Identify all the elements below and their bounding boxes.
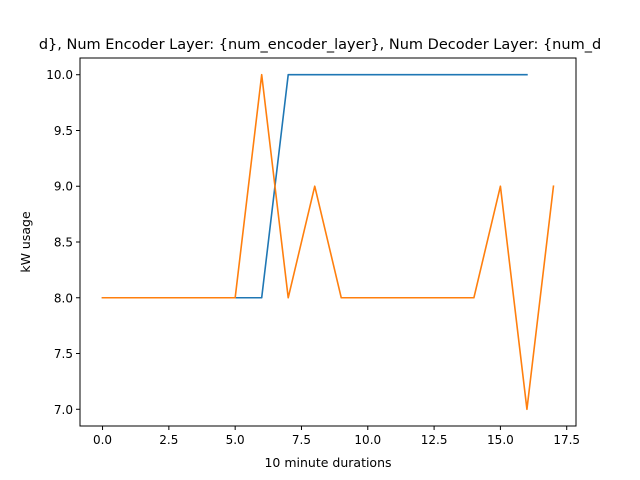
x-tick-label: 17.5 <box>553 433 580 447</box>
chart-title: d}, Num Encoder Layer: {num_encoder_laye… <box>39 37 601 53</box>
x-tick-label: 0.0 <box>93 433 112 447</box>
x-tick-label: 12.5 <box>421 433 448 447</box>
y-tick-label: 7.0 <box>54 403 73 417</box>
series-line-2 <box>101 73 555 411</box>
x-axis-label: 10 minute durations <box>264 455 391 470</box>
x-tick-label: 2.5 <box>159 433 178 447</box>
y-tick-label: 7.5 <box>54 347 73 361</box>
y-axis-label: kW usage <box>18 211 33 273</box>
x-axis-ticks: 0.0 2.5 5.0 7.5 10.0 12.5 15.0 17.5 <box>93 426 580 447</box>
y-tick-label: 9.0 <box>54 180 73 194</box>
x-tick-label: 15.0 <box>487 433 514 447</box>
y-axis-ticks: 7.0 7.5 8.0 8.5 9.0 9.5 10.0 <box>46 68 80 417</box>
x-tick-label: 10.0 <box>354 433 381 447</box>
plot-area <box>79 57 577 427</box>
x-tick-label: 7.5 <box>292 433 311 447</box>
y-tick-label: 10.0 <box>46 68 73 82</box>
y-tick-label: 9.5 <box>54 124 73 138</box>
y-tick-label: 8.0 <box>54 291 73 305</box>
x-tick-label: 5.0 <box>226 433 245 447</box>
y-tick-label: 8.5 <box>54 236 73 250</box>
